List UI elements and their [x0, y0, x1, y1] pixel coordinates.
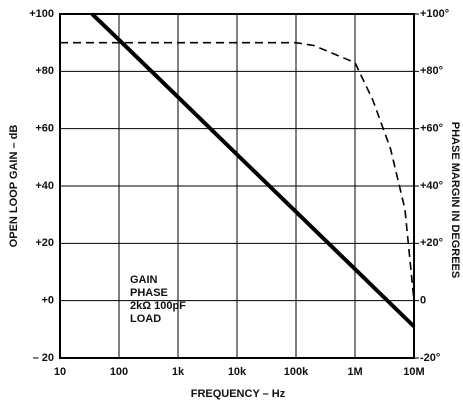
- y-axis-label: OPEN LOOP GAIN – dB: [8, 125, 20, 248]
- x-tick-label: 1k: [172, 366, 185, 378]
- x-tick-label: 10M: [403, 366, 424, 378]
- legend-label: PHASE: [130, 287, 168, 299]
- y-tick-label: – 20: [33, 352, 54, 364]
- y-tick-label: +0: [41, 295, 54, 307]
- y2-tick-label: -20°: [420, 352, 440, 364]
- x-tick-label: 100: [110, 366, 128, 378]
- y-tick-label: +100: [29, 8, 54, 20]
- y-tick-label: +80: [35, 65, 54, 77]
- y-tick-label: +40: [35, 180, 54, 192]
- series-line: [60, 41, 415, 301]
- x-tick-label: 1M: [347, 366, 362, 378]
- y-tick-label: +20: [35, 237, 54, 249]
- series-line: [90, 12, 416, 328]
- y2-tick-label: +40°: [420, 180, 443, 192]
- x-axis-label: FREQUENCY – Hz: [191, 388, 286, 400]
- annotation: 2kΩ 100pF: [130, 300, 186, 312]
- y2-tick-label: +80°: [420, 65, 443, 77]
- y2-tick-label: 0: [420, 295, 426, 307]
- legend-label: GAIN: [130, 274, 158, 286]
- y-tick-label: +60: [35, 123, 54, 135]
- x-tick-label: 10: [54, 366, 66, 378]
- y2-axis-label: PHASE MARGIN IN DEGREES: [449, 122, 461, 278]
- x-tick-label: 100k: [284, 366, 309, 378]
- annotation: LOAD: [130, 313, 161, 325]
- y2-tick-label: +60°: [420, 123, 443, 135]
- x-tick-label: 10k: [228, 366, 247, 378]
- y2-tick-label: +100°: [420, 8, 449, 20]
- y2-tick-label: +20°: [420, 237, 443, 249]
- plot-frame: [59, 13, 415, 359]
